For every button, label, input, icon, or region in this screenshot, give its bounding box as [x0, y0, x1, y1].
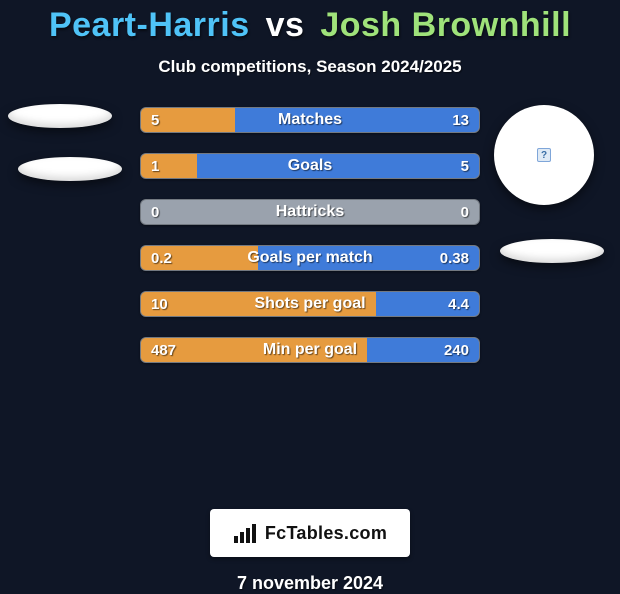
stat-row: Min per goal487 240	[140, 337, 480, 363]
right-shadow-ellipse	[500, 239, 604, 263]
stat-value-left: 10	[151, 292, 168, 316]
stat-value-left: 5	[151, 108, 159, 132]
avatar-placeholder-icon: ?	[537, 148, 551, 162]
stat-value-right: 240	[444, 338, 469, 362]
date-text: 7 november 2024	[0, 573, 620, 594]
logo-text: FcTables.com	[265, 523, 387, 544]
fctables-logo: FcTables.com	[210, 509, 410, 557]
stat-value-left: 0.2	[151, 246, 172, 270]
player2-name: Josh Brownhill	[320, 6, 571, 44]
stat-row: Goals per match0.2 0.38	[140, 245, 480, 271]
stat-value-left: 1	[151, 154, 159, 178]
stat-label: Min per goal	[141, 338, 479, 362]
stat-bars: Matches513Goals15Hattricks00Goals per ma…	[140, 107, 480, 383]
stat-value-left: 487	[151, 338, 176, 362]
left-shadow-ellipse-2	[18, 157, 122, 181]
chart-stage: Matches513Goals15Hattricks00Goals per ma…	[0, 77, 620, 507]
stat-value-right: 4.4	[448, 292, 469, 316]
stat-row: Hattricks0 0	[140, 199, 480, 225]
player1-name: Peart-Harris	[49, 6, 250, 44]
title-vs: vs	[266, 6, 305, 44]
stat-row: Matches5 13	[140, 107, 480, 133]
left-shadow-ellipse-1	[8, 104, 112, 128]
comparison-title: Peart-Harris vs Josh Brownhill	[0, 0, 620, 45]
stat-row: Shots per goal10 4.4	[140, 291, 480, 317]
stat-value-left: 0	[151, 200, 159, 224]
stat-row: Goals1 5	[140, 153, 480, 179]
stat-value-right: 5	[461, 154, 469, 178]
stat-label: Shots per goal	[141, 292, 479, 316]
stat-value-right: 0	[461, 200, 469, 224]
logo-bars-icon	[233, 522, 259, 544]
stat-label: Goals	[141, 154, 479, 178]
subtitle: Club competitions, Season 2024/2025	[0, 57, 620, 77]
player2-avatar: ?	[494, 105, 594, 205]
stat-value-right: 13	[452, 108, 469, 132]
stat-label: Matches	[141, 108, 479, 132]
stat-label: Goals per match	[141, 246, 479, 270]
stat-value-right: 0.38	[440, 246, 469, 270]
stat-label: Hattricks	[141, 200, 479, 224]
